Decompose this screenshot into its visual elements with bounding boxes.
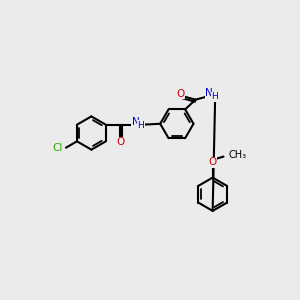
Text: O: O	[116, 137, 124, 147]
Text: N: N	[205, 88, 213, 98]
Text: CH₃: CH₃	[229, 150, 247, 160]
Text: O: O	[176, 89, 185, 99]
Text: H: H	[137, 121, 144, 130]
Text: H: H	[212, 92, 218, 101]
Text: N: N	[132, 117, 140, 127]
Text: Cl: Cl	[53, 143, 63, 153]
Text: O: O	[208, 157, 217, 167]
